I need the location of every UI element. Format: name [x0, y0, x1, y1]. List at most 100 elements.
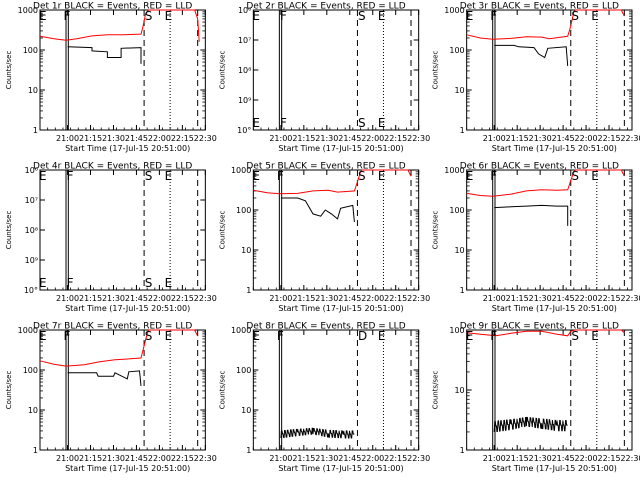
x-tick-label: 22:30 [620, 454, 640, 463]
x-axis-label: Start Time (17-Jul-15 20:51:00) [65, 464, 190, 473]
marker-label: F [64, 329, 71, 343]
y-tick-label: 10⁸ [238, 66, 251, 75]
lld-series-line [466, 329, 625, 337]
chart-panel-8: Det 8r BLACK = Events, RED = LLD Counts/s… [218, 322, 430, 474]
x-tick-label: 21:15 [292, 294, 315, 303]
x-axis-label: Start Time (17-Jul-15 20:51:00) [65, 144, 190, 153]
y-tick-label: 10⁹ [25, 256, 38, 265]
marker-label: E [39, 329, 47, 343]
x-tick-label: 21:15 [292, 454, 315, 463]
marker-label: E [165, 169, 173, 183]
x-tick-label: 21:30 [529, 454, 552, 463]
y-tick-label: 100 [449, 326, 464, 335]
chart-panel-2: Det 2r BLACK = Events, RED = LLD Counts/s… [218, 2, 430, 154]
x-tick-label: 22:00 [361, 454, 384, 463]
x-tick-label: 22:30 [407, 294, 430, 303]
plot-frame [39, 169, 206, 291]
plot-frame [466, 169, 633, 291]
x-tick-label: 22:30 [620, 134, 640, 143]
y-tick-label: 10⁶ [25, 166, 38, 175]
x-tick-label: 22:15 [384, 134, 407, 143]
chart-panel-4: Det 4r BLACK = Events, RED = LLD Counts/s… [5, 162, 217, 314]
y-axis-label: Counts/sec [5, 211, 13, 250]
marker-label: E [378, 9, 386, 23]
marker-label: E [591, 329, 599, 343]
chart-title: Det 6r BLACK = Events, RED = LLD [460, 162, 619, 172]
y-tick-label: 10⁷ [238, 36, 251, 45]
x-axis-label: Start Time (17-Jul-15 20:51:00) [278, 144, 403, 153]
marker-label: S [145, 276, 153, 290]
y-tick-label: 10⁹ [238, 96, 251, 105]
x-tick-label: 21:45 [338, 454, 361, 463]
y-tick-label: 10° [237, 126, 251, 135]
y-axis-label: Counts/sec [432, 211, 440, 250]
marker-label: E [252, 329, 260, 343]
marker-label: S [145, 9, 153, 23]
marker-label: F [277, 329, 284, 343]
events-series-line [67, 46, 142, 64]
x-tick-label: 22:30 [194, 134, 217, 143]
y-tick-label: 1000 [18, 6, 38, 15]
plot-frame [39, 9, 206, 131]
y-tick-label: 100 [236, 206, 251, 215]
chart-panel-5: Det 5r BLACK = Events, RED = LLD Counts/s… [218, 162, 430, 314]
lld-series-line [466, 9, 625, 40]
marker-label: S [571, 329, 579, 343]
x-tick-label: 22:00 [148, 134, 171, 143]
x-tick-label: 21:00 [483, 454, 506, 463]
y-tick-label: 100 [23, 46, 38, 55]
marker-label: E [466, 329, 474, 343]
x-tick-label: 22:15 [598, 454, 621, 463]
x-axis-label: Start Time (17-Jul-15 20:51:00) [65, 304, 190, 313]
x-tick-label: 22:15 [171, 454, 194, 463]
x-tick-label: 21:30 [529, 294, 552, 303]
x-tick-label: 22:00 [575, 134, 598, 143]
y-tick-label: 1000 [231, 326, 251, 335]
y-tick-label: 1 [460, 286, 465, 295]
y-tick-label: 10⁷ [25, 196, 38, 205]
x-tick-label: 22:00 [575, 454, 598, 463]
marker-label: S [145, 169, 153, 183]
marker-label: E [378, 169, 386, 183]
x-tick-label: 21:45 [125, 294, 148, 303]
x-tick-label: 21:00 [483, 294, 506, 303]
x-axis-label: Start Time (17-Jul-15 20:51:00) [492, 144, 617, 153]
chart-panel-3: Det 3r BLACK = Events, RED = LLD Counts/s… [432, 2, 640, 154]
x-tick-label: 22:15 [598, 134, 621, 143]
y-tick-label: 1 [460, 446, 465, 455]
y-tick-label: 1 [246, 446, 251, 455]
x-tick-label: 21:45 [338, 294, 361, 303]
x-tick-label: 22:00 [361, 134, 384, 143]
y-axis-label: Counts/sec [432, 51, 440, 90]
events-series-line [494, 44, 569, 66]
chart-title: Det 2r BLACK = Events, RED = LLD [246, 2, 405, 12]
marker-label: F [280, 9, 287, 23]
x-tick-label: 21:45 [125, 134, 148, 143]
x-tick-label: 21:15 [506, 454, 529, 463]
marker-label: S [145, 329, 153, 343]
chart-panel-7: Det 7r BLACK = Events, RED = LLD Counts/s… [5, 322, 217, 474]
x-tick-label: 21:30 [315, 294, 338, 303]
x-tick-label: 21:00 [269, 454, 292, 463]
marker-label: E [466, 9, 474, 23]
plot-frame [39, 329, 206, 451]
chart-title: Det 7r BLACK = Events, RED = LLD [33, 322, 192, 332]
marker-label: F [67, 276, 74, 290]
marker-label: F [67, 169, 74, 183]
marker-label: F [277, 169, 284, 183]
x-tick-label: 21:00 [56, 294, 79, 303]
marker-label: E [39, 169, 47, 183]
x-tick-label: 21:30 [102, 294, 125, 303]
y-tick-label: 100 [236, 366, 251, 375]
chart-title: Det 5r BLACK = Events, RED = LLD [246, 162, 405, 172]
marker-label: S [358, 9, 366, 23]
y-tick-label: 10 [241, 246, 251, 255]
events-series-line [280, 197, 355, 223]
x-tick-label: 21:15 [506, 134, 529, 143]
x-tick-label: 21:45 [338, 134, 361, 143]
marker-label: E [591, 169, 599, 183]
x-axis-label: Start Time (17-Jul-15 20:51:00) [492, 304, 617, 313]
marker-label: D [358, 329, 367, 343]
lld-series-line [39, 329, 199, 367]
marker-label: S [358, 169, 366, 183]
